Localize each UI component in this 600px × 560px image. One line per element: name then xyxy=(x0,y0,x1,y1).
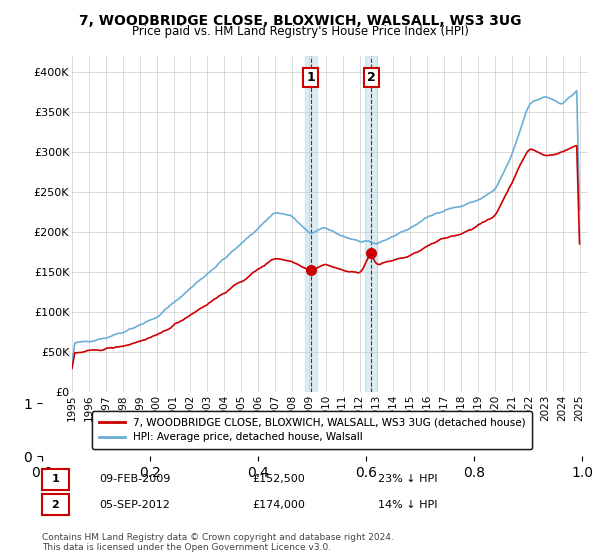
Text: 09-FEB-2009: 09-FEB-2009 xyxy=(99,474,170,484)
Text: 2: 2 xyxy=(52,500,59,510)
Text: 1: 1 xyxy=(52,474,59,484)
Text: 7, WOODBRIDGE CLOSE, BLOXWICH, WALSALL, WS3 3UG: 7, WOODBRIDGE CLOSE, BLOXWICH, WALSALL, … xyxy=(79,14,521,28)
Text: Price paid vs. HM Land Registry's House Price Index (HPI): Price paid vs. HM Land Registry's House … xyxy=(131,25,469,38)
Legend: 7, WOODBRIDGE CLOSE, BLOXWICH, WALSALL, WS3 3UG (detached house), HPI: Average p: 7, WOODBRIDGE CLOSE, BLOXWICH, WALSALL, … xyxy=(92,411,532,449)
Text: Contains HM Land Registry data © Crown copyright and database right 2024.: Contains HM Land Registry data © Crown c… xyxy=(42,533,394,542)
Text: 2: 2 xyxy=(367,71,376,85)
Bar xyxy=(305,56,317,392)
Text: £152,500: £152,500 xyxy=(252,474,305,484)
Text: This data is licensed under the Open Government Licence v3.0.: This data is licensed under the Open Gov… xyxy=(42,543,331,552)
Text: £174,000: £174,000 xyxy=(252,500,305,510)
Text: 1: 1 xyxy=(307,71,315,85)
Bar xyxy=(365,56,377,392)
Text: 23% ↓ HPI: 23% ↓ HPI xyxy=(378,474,437,484)
Text: 05-SEP-2012: 05-SEP-2012 xyxy=(99,500,170,510)
Text: 14% ↓ HPI: 14% ↓ HPI xyxy=(378,500,437,510)
